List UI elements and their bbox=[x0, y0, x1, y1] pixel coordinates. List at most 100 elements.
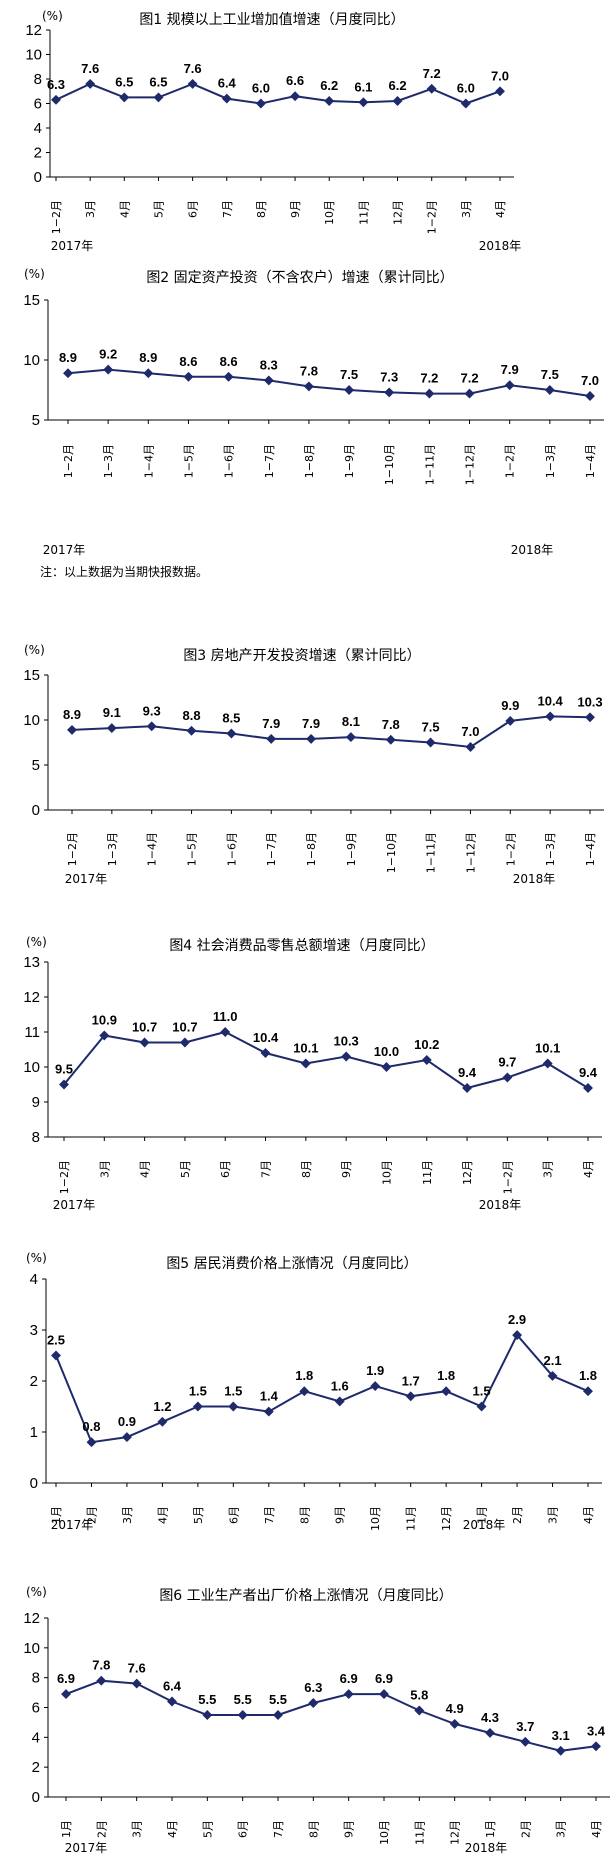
chart2-x-tick-label: 1−2月 bbox=[504, 444, 517, 478]
chart4-data-point bbox=[139, 1037, 150, 1048]
chart4-x-tick-label: 11月 bbox=[421, 1160, 434, 1185]
chart3-data-label: 9.3 bbox=[143, 703, 161, 718]
chart2-data-point bbox=[223, 371, 234, 382]
chart2-data-label: 9.2 bbox=[99, 347, 117, 362]
chart3-x-tick-label: 1−4月 bbox=[584, 832, 597, 866]
chart3-data-point bbox=[545, 711, 556, 722]
chart2-note: 注：以上数据为当期快报数据。 bbox=[40, 564, 208, 579]
chart4-x-tick-label: 1−2月 bbox=[58, 1160, 71, 1194]
chart2-year-label: 2018年 bbox=[511, 543, 554, 557]
chart3-x-tick-label: 1−2月 bbox=[504, 832, 517, 866]
chart4-data-point bbox=[542, 1058, 553, 1069]
chart3-data-label: 10.4 bbox=[537, 693, 563, 708]
chart5-data-label: 2.5 bbox=[47, 1333, 65, 1348]
chart6-title: 图6 工业生产者出厂价格上涨情况（月度同比） bbox=[159, 1588, 452, 1604]
chart5-data-label: 1.8 bbox=[579, 1368, 597, 1383]
chart5-x-tick-label: 7月 bbox=[263, 1506, 276, 1524]
chart3-data-point bbox=[146, 721, 157, 732]
chart2-x-tick-label: 1−11月 bbox=[423, 444, 436, 485]
chart1-data-label: 6.4 bbox=[218, 76, 237, 91]
chart3-series-line bbox=[71, 715, 591, 749]
chart4-year-label: 2018年 bbox=[479, 1198, 522, 1212]
chart6-x-tick-label: 6月 bbox=[237, 1820, 250, 1838]
chart5-data-label: 1.9 bbox=[366, 1363, 384, 1378]
chart6-data-point bbox=[555, 1745, 566, 1756]
chart2-data-label: 7.9 bbox=[501, 362, 519, 377]
chart6-x-tick-label: 12月 bbox=[449, 1820, 462, 1845]
chart3-data-point bbox=[226, 728, 237, 739]
chart5-data-point bbox=[334, 1396, 345, 1407]
chart6-year-label: 2017年 bbox=[65, 1841, 108, 1855]
chart2-data-point bbox=[183, 371, 194, 382]
chart3-year-label: 2017年 bbox=[65, 872, 108, 886]
chart3-data-label: 7.0 bbox=[461, 724, 479, 739]
chart2-data-point bbox=[303, 381, 314, 392]
chart4-data-point bbox=[462, 1083, 473, 1093]
chart4-data-label: 9.4 bbox=[458, 1065, 477, 1080]
chart5-data-point bbox=[263, 1406, 274, 1417]
chart1-data-label: 7.6 bbox=[184, 61, 202, 76]
chart6-data-label: 6.9 bbox=[340, 1671, 358, 1686]
chart6-data-label: 4.3 bbox=[481, 1710, 499, 1725]
chart3-data-label: 7.8 bbox=[382, 717, 400, 732]
chart4-data-label: 10.3 bbox=[333, 1034, 358, 1049]
chart1-y-tick-label: 12 bbox=[25, 22, 42, 39]
chart6-data-label: 3.4 bbox=[587, 1723, 606, 1738]
chart6-data-point bbox=[273, 1710, 283, 1720]
chart5-data-label: 1.5 bbox=[473, 1384, 491, 1399]
chart3-data-point bbox=[425, 737, 436, 748]
chart2-x-tick-label: 1−9月 bbox=[343, 444, 356, 478]
chart6-data-point bbox=[61, 1689, 71, 1700]
chart4-data-label: 11.0 bbox=[213, 1009, 238, 1024]
chart1-unit-label: (%) bbox=[42, 9, 63, 23]
chart2-data-label: 8.6 bbox=[179, 354, 197, 369]
chart6-y-tick-label: 12 bbox=[23, 1610, 40, 1627]
chart5-x-tick-label: 6月 bbox=[227, 1506, 240, 1524]
chart5-data-point bbox=[121, 1432, 132, 1443]
chart4-y-tick-label: 9 bbox=[32, 1094, 40, 1111]
chart4-x-tick-label: 4月 bbox=[582, 1160, 595, 1178]
chart5-y-tick-label: 1 bbox=[30, 1424, 38, 1441]
chart6-x-tick-label: 11月 bbox=[413, 1820, 426, 1845]
chart3-title: 图3 房地产开发投资增速（累计同比） bbox=[183, 648, 420, 664]
chart6-x-tick-label: 2月 bbox=[95, 1820, 108, 1838]
chart3-data-point bbox=[67, 724, 77, 735]
chart6-unit-label: (%) bbox=[26, 1585, 47, 1599]
chart6-data-label: 7.6 bbox=[128, 1661, 146, 1676]
chart2-data-label: 7.5 bbox=[541, 367, 559, 382]
chart3-x-tick-label: 1−3月 bbox=[544, 832, 557, 866]
chart3-data-point bbox=[186, 725, 197, 736]
chart5-data-label: 1.5 bbox=[189, 1384, 207, 1399]
chart1-data-label: 6.5 bbox=[149, 74, 167, 89]
chart6-data-point bbox=[343, 1689, 354, 1700]
chart4-x-tick-label: 3月 bbox=[542, 1160, 555, 1178]
chart6-x-tick-label: 4月 bbox=[166, 1820, 179, 1838]
chart4-data-point bbox=[59, 1079, 69, 1090]
chart6-y-tick-label: 2 bbox=[32, 1759, 40, 1776]
chart1-y-tick-label: 0 bbox=[34, 169, 42, 186]
chart5-x-tick-label: 12月 bbox=[440, 1506, 453, 1531]
chart6-data-point bbox=[414, 1705, 425, 1716]
chart2-x-tick-label: 1−4月 bbox=[584, 444, 597, 478]
chart2-x-tick-label: 1−4月 bbox=[142, 444, 155, 478]
chart4-data-point bbox=[583, 1083, 593, 1093]
chart1-x-tick-label: 4月 bbox=[494, 200, 507, 218]
chart1-data-label: 6.2 bbox=[320, 78, 338, 93]
chart1-data-point bbox=[153, 92, 164, 103]
chart4-x-tick-label: 10月 bbox=[380, 1160, 393, 1185]
chart2-data-point bbox=[103, 364, 114, 375]
chart3-x-tick-label: 1−6月 bbox=[225, 832, 238, 866]
chart6-x-tick-label: 8月 bbox=[307, 1820, 320, 1838]
chart3-x-tick-label: 1−11月 bbox=[425, 832, 438, 873]
chart1-data-point bbox=[119, 92, 130, 103]
chart6-data-point bbox=[167, 1696, 177, 1707]
chart2-title: 图2 固定资产投资（不含农户）增速（累计同比） bbox=[146, 269, 453, 286]
chart2-x-tick-label: 1−8月 bbox=[303, 444, 316, 478]
chart3-x-tick-label: 1−12月 bbox=[464, 832, 477, 873]
chart5-data-point bbox=[299, 1386, 310, 1397]
chart5-x-tick-label: 4月 bbox=[582, 1506, 595, 1524]
chart4-data-point bbox=[341, 1051, 352, 1062]
chart1-data-point bbox=[324, 96, 335, 106]
chart6-x-tick-label: 3月 bbox=[555, 1820, 568, 1838]
chart3-data-point bbox=[345, 732, 356, 743]
